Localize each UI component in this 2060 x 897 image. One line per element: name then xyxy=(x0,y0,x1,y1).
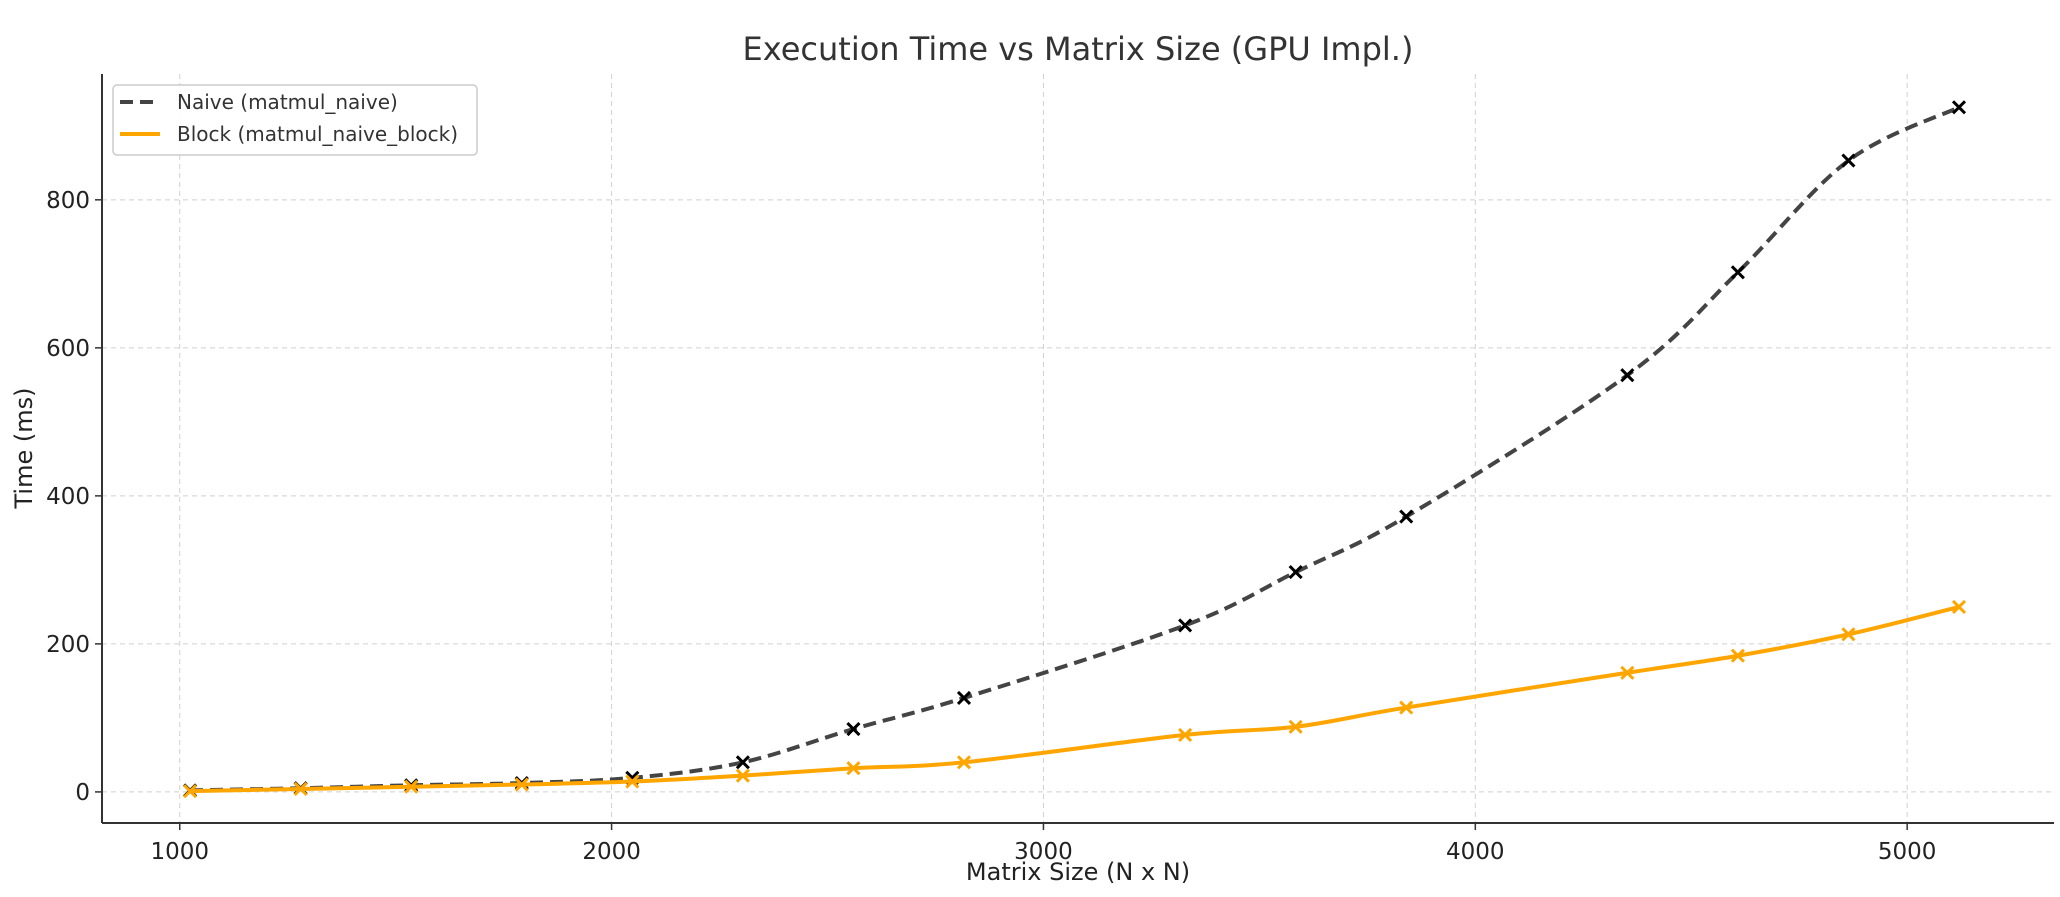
data-point-marker xyxy=(183,784,198,799)
data-point-marker xyxy=(1841,153,1856,168)
y-tick-label: 200 xyxy=(46,632,90,658)
data-point-marker xyxy=(956,755,972,770)
data-point-marker xyxy=(625,774,640,789)
x-tick-label: 1000 xyxy=(150,839,209,865)
x-tick-label: 3000 xyxy=(1014,839,1073,865)
data-point-marker xyxy=(1951,599,1967,614)
x-tick-label: 4000 xyxy=(1446,839,1505,865)
series-block xyxy=(183,599,1967,799)
data-point-marker xyxy=(1178,618,1193,633)
data-point-marker xyxy=(1399,700,1414,715)
data-point-marker xyxy=(735,768,750,783)
series-line xyxy=(190,604,1960,794)
legend: Naive (matmul_naive) Block (matmul_naive_… xyxy=(112,84,478,156)
y-axis-label: Time (ms) xyxy=(10,388,38,510)
y-tick-label: 400 xyxy=(46,484,90,510)
series-naive xyxy=(183,100,1967,798)
data-point-marker xyxy=(404,779,419,794)
legend-entry: Block (matmul_naive_block) xyxy=(177,122,458,146)
legend-frame xyxy=(112,84,478,156)
data-point-marker xyxy=(1620,665,1635,680)
data-point-marker xyxy=(1178,727,1193,742)
data-point-marker xyxy=(1951,100,1967,115)
data-point-marker xyxy=(1730,265,1745,280)
data-point-marker xyxy=(846,761,861,776)
plot-area xyxy=(183,100,1967,799)
data-point-marker xyxy=(514,777,529,792)
x-axis-label: Matrix Size (N x N) xyxy=(966,858,1190,886)
x-tick-label: 2000 xyxy=(582,839,641,865)
data-point-marker xyxy=(1841,627,1856,642)
axis-ticks: 1000 2000 3000 4000 5000 0 200 400 600 800 xyxy=(46,188,1936,865)
y-tick-label: 600 xyxy=(46,336,90,362)
data-point-marker xyxy=(1730,648,1745,663)
data-point-marker xyxy=(1288,565,1303,580)
chart-title: Execution Time vs Matrix Size (GPU Impl.… xyxy=(743,30,1414,68)
data-point-marker xyxy=(1399,509,1414,524)
grid xyxy=(102,74,2054,823)
data-point-marker xyxy=(1620,368,1635,383)
data-point-marker xyxy=(735,755,750,770)
data-point-marker xyxy=(293,781,308,797)
data-point-marker xyxy=(846,721,861,737)
series-line xyxy=(190,105,1960,793)
legend-entry: Naive (matmul_naive) xyxy=(177,90,398,114)
x-tick-label: 5000 xyxy=(1878,839,1937,865)
data-point-marker xyxy=(956,690,972,705)
data-point-marker xyxy=(1288,719,1303,734)
y-tick-label: 0 xyxy=(75,780,90,806)
y-tick-label: 800 xyxy=(46,188,90,214)
